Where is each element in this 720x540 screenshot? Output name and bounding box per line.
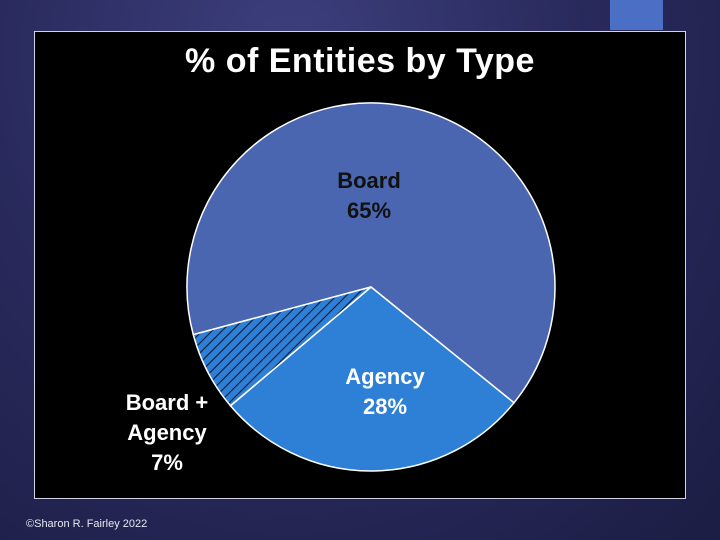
slice-label-board-agency-line2: Agency bbox=[127, 420, 207, 445]
pie-slice-agency bbox=[229, 286, 516, 472]
pie-chart bbox=[186, 102, 556, 472]
slice-label-board-agency-line1: Board + bbox=[125, 390, 209, 415]
slice-label-board-agency-pct: 7% bbox=[151, 450, 183, 475]
slice-label-board-pct: 65% bbox=[346, 198, 392, 223]
slice-label-board-name: Board bbox=[337, 168, 401, 193]
slice-label-agency: Agency 28% bbox=[325, 362, 445, 422]
copyright-text: ©Sharon R. Fairley 2022 bbox=[26, 518, 148, 530]
slice-label-agency-pct: 28% bbox=[362, 394, 408, 419]
pie-slice-board bbox=[186, 102, 556, 404]
slice-label-board: Board 65% bbox=[311, 166, 427, 226]
accent-block bbox=[610, 0, 663, 30]
slice-label-agency-name: Agency bbox=[345, 364, 425, 389]
chart-title: % of Entities by Type bbox=[185, 42, 535, 80]
pie-slice-board-agency bbox=[192, 286, 372, 407]
chart-frame: % of Entities by Type Board 65% Agency 2… bbox=[34, 31, 686, 499]
slice-label-board-agency: Board + Agency 7% bbox=[107, 388, 227, 478]
